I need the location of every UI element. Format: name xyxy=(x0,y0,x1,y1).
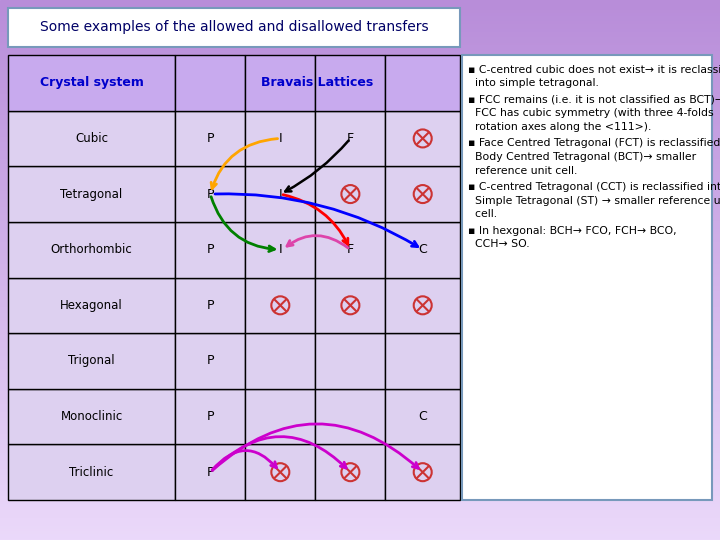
FancyBboxPatch shape xyxy=(8,8,460,47)
Bar xyxy=(175,444,246,500)
Text: Triclinic: Triclinic xyxy=(70,465,114,478)
Text: Tetragonal: Tetragonal xyxy=(60,187,122,200)
Bar xyxy=(246,55,315,111)
Bar xyxy=(246,111,315,166)
Bar xyxy=(385,444,460,500)
Text: cell.: cell. xyxy=(468,209,497,219)
Text: P: P xyxy=(207,410,214,423)
Bar xyxy=(385,278,460,333)
Text: Bravais Lattices: Bravais Lattices xyxy=(261,76,374,89)
Bar xyxy=(8,333,175,389)
Text: Orthorhombic: Orthorhombic xyxy=(50,243,132,256)
Text: Trigonal: Trigonal xyxy=(68,354,115,367)
Bar xyxy=(246,333,315,389)
Text: ▪ Face Centred Tetragonal (FCT) is reclassified as: ▪ Face Centred Tetragonal (FCT) is recla… xyxy=(468,138,720,149)
Text: I: I xyxy=(279,187,282,200)
Bar xyxy=(315,278,385,333)
Text: ▪ C-centred Tetragonal (CCT) is reclassified into: ▪ C-centred Tetragonal (CCT) is reclassi… xyxy=(468,182,720,192)
Bar xyxy=(175,278,246,333)
FancyArrowPatch shape xyxy=(283,194,348,245)
Text: Some examples of the allowed and disallowed transfers: Some examples of the allowed and disallo… xyxy=(40,21,428,35)
Text: ▪ In hexgonal: BCH→ FCO, FCH→ BCO,: ▪ In hexgonal: BCH→ FCO, FCH→ BCO, xyxy=(468,226,677,235)
FancyArrowPatch shape xyxy=(212,450,276,470)
Bar xyxy=(8,166,175,222)
Text: C: C xyxy=(418,243,427,256)
Text: Cubic: Cubic xyxy=(75,132,108,145)
Bar xyxy=(8,111,175,166)
Text: P: P xyxy=(207,354,214,367)
Bar xyxy=(246,278,315,333)
Text: Monoclinic: Monoclinic xyxy=(60,410,122,423)
FancyArrowPatch shape xyxy=(212,437,346,470)
Text: F: F xyxy=(347,132,354,145)
Bar xyxy=(8,55,175,111)
FancyArrowPatch shape xyxy=(212,424,418,470)
Text: I: I xyxy=(279,243,282,256)
FancyArrowPatch shape xyxy=(211,197,274,252)
Text: reference unit cell.: reference unit cell. xyxy=(468,165,577,176)
Bar xyxy=(8,444,175,500)
Text: Hexagonal: Hexagonal xyxy=(60,299,123,312)
Bar xyxy=(385,111,460,166)
Bar xyxy=(385,389,460,444)
Bar xyxy=(315,166,385,222)
Text: F: F xyxy=(347,243,354,256)
Text: I: I xyxy=(279,132,282,145)
Text: C: C xyxy=(418,410,427,423)
Bar xyxy=(8,222,175,278)
Bar xyxy=(385,222,460,278)
Bar xyxy=(315,389,385,444)
Bar xyxy=(175,222,246,278)
Text: P: P xyxy=(207,132,214,145)
Text: ▪ FCC remains (i.e. it is not classified as BCT)→: ▪ FCC remains (i.e. it is not classified… xyxy=(468,95,720,105)
Bar xyxy=(246,166,315,222)
Text: Simple Tetragonal (ST) → smaller reference unit: Simple Tetragonal (ST) → smaller referen… xyxy=(468,195,720,206)
Bar xyxy=(175,55,246,111)
Bar xyxy=(8,389,175,444)
Bar xyxy=(315,333,385,389)
FancyArrowPatch shape xyxy=(285,140,348,192)
Bar xyxy=(175,389,246,444)
Bar xyxy=(385,55,460,111)
Text: rotation axes along the <111>).: rotation axes along the <111>). xyxy=(468,122,652,132)
Text: P: P xyxy=(207,299,214,312)
FancyBboxPatch shape xyxy=(462,55,712,500)
Text: Crystal system: Crystal system xyxy=(40,76,143,89)
FancyArrowPatch shape xyxy=(211,139,277,188)
Text: ▪ C-centred cubic does not exist→ it is reclassified: ▪ C-centred cubic does not exist→ it is … xyxy=(468,65,720,75)
Bar xyxy=(315,55,385,111)
Text: P: P xyxy=(207,187,214,200)
FancyArrowPatch shape xyxy=(287,235,348,248)
FancyArrowPatch shape xyxy=(215,194,418,247)
Text: Body Centred Tetragonal (BCT)→ smaller: Body Centred Tetragonal (BCT)→ smaller xyxy=(468,152,696,162)
Bar xyxy=(246,444,315,500)
Bar xyxy=(385,166,460,222)
Text: P: P xyxy=(207,243,214,256)
Bar xyxy=(175,166,246,222)
Bar xyxy=(315,111,385,166)
Bar xyxy=(175,333,246,389)
Text: P: P xyxy=(207,465,214,478)
Bar xyxy=(8,278,175,333)
Bar xyxy=(315,444,385,500)
Bar xyxy=(315,222,385,278)
Text: CCH→ SO.: CCH→ SO. xyxy=(468,239,530,249)
Bar xyxy=(246,222,315,278)
Bar xyxy=(246,389,315,444)
Bar xyxy=(175,111,246,166)
Bar xyxy=(385,333,460,389)
Text: into simple tetragonal.: into simple tetragonal. xyxy=(468,78,599,89)
Text: FCC has cubic symmetry (with three 4-folds: FCC has cubic symmetry (with three 4-fol… xyxy=(468,109,714,118)
